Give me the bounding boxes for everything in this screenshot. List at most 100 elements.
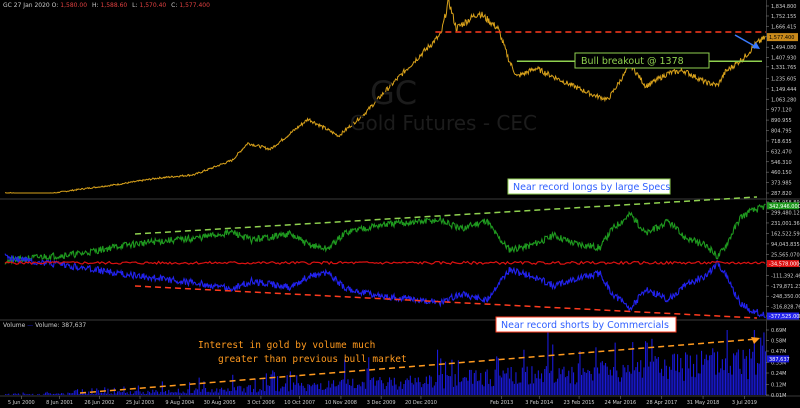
volume-bar [670, 369, 672, 395]
volume-bar [270, 374, 272, 395]
volume-bar [693, 363, 695, 395]
x-tick-label: 23 Feb 2015 [564, 400, 595, 406]
volume-bar [521, 367, 523, 395]
x-tick-label: 9 Aug 2004 [165, 400, 194, 406]
volume-bar [85, 392, 87, 395]
volume-bar [507, 367, 509, 395]
volume-bar [294, 384, 296, 395]
volume-bar [717, 351, 719, 395]
volume-bar [102, 393, 104, 395]
volume-bar [517, 383, 519, 395]
volume-bar [669, 366, 671, 395]
volume-bar [560, 374, 562, 395]
price-header: GC 27 Jan 2020 O: 1,580.00 H: 1,588.60 L: 1… [3, 2, 213, 9]
volume-bar [129, 391, 131, 395]
volume-bar [613, 367, 615, 395]
volume-bar [80, 392, 82, 395]
volume-bar [750, 358, 752, 395]
close-value: 1,577.400 [179, 2, 210, 9]
cot-current-label: -377,525.000 [769, 314, 800, 320]
volume-bar [78, 393, 80, 395]
volume-bar [253, 388, 255, 395]
volume-bar [662, 376, 664, 395]
cot-current-tag [767, 260, 799, 268]
cot-current-tag [767, 312, 799, 320]
volume-bar [289, 371, 291, 395]
volume-bar [537, 370, 539, 395]
volume-bar [201, 389, 203, 395]
volume-bar [349, 385, 351, 395]
volume-bar [302, 385, 304, 395]
volume-bar [6, 394, 8, 395]
volume-bar [96, 388, 98, 395]
volume-bar [653, 361, 655, 395]
volume-bar [328, 380, 330, 395]
volume-bar [597, 367, 599, 395]
volume-bar [93, 394, 95, 395]
volume-bar [51, 394, 53, 395]
volume-bar [637, 362, 639, 395]
volume-bar [587, 369, 589, 395]
volume-bar [357, 384, 359, 395]
volume-bar [707, 360, 709, 395]
volume-bar [77, 389, 79, 395]
price-y-tick-label: 1,063.280 [771, 97, 796, 103]
volume-label: Volume [3, 322, 26, 329]
volume-bar [734, 355, 736, 395]
volume-bar [712, 348, 714, 395]
volume-bar [123, 386, 125, 395]
volume-bar [469, 369, 471, 395]
volume-bar [195, 388, 197, 395]
volume-bar [237, 386, 239, 395]
volume-bar [742, 349, 744, 395]
volume-bar [433, 385, 435, 395]
volume-bar [261, 390, 263, 395]
volume-bar [736, 352, 738, 395]
price-series-line [5, 0, 766, 194]
price-y-tick-label: 1,494.080 [771, 45, 796, 51]
volume-bar [528, 384, 530, 395]
volume-bar [488, 383, 490, 395]
volume-bar [569, 383, 571, 395]
volume-bar [29, 394, 31, 395]
volume-y-tick-label: 0.24M [771, 371, 786, 377]
volume-bar [424, 383, 426, 395]
cot-y-tick-label: 94,043.835 [771, 242, 800, 248]
x-tick-label: 30 Aug 2005 [204, 400, 236, 406]
volume-bar [505, 373, 507, 395]
volume-bar [763, 332, 765, 395]
volume-bar [582, 368, 584, 395]
volume-bar [622, 364, 624, 395]
price-y-tick-label: 1,149.444 [771, 87, 796, 93]
volume-bar [173, 392, 175, 395]
volume-bar [475, 370, 477, 395]
volume-bar [531, 366, 533, 395]
volume-bar [408, 380, 410, 395]
volume-bar [265, 373, 267, 395]
volume-bar [520, 382, 522, 395]
volume-bar [281, 386, 283, 395]
volume-bar [208, 391, 210, 395]
volume-bar [656, 358, 658, 395]
volume-bar [381, 380, 383, 395]
price-y-tick-label: 373.985 [771, 181, 792, 187]
volume-bar [233, 387, 235, 395]
volume-bar [627, 365, 629, 395]
volume-bar [649, 361, 651, 395]
cot-panel [4, 196, 766, 319]
volume-bar [157, 391, 159, 395]
volume-bar [46, 391, 48, 395]
volume-bar [192, 393, 194, 395]
volume-bar [246, 386, 248, 395]
volume-bar [489, 379, 491, 395]
volume-bar [317, 384, 319, 395]
watermark-name: Gold Futures - CEC [350, 111, 537, 135]
volume-bar [73, 390, 75, 395]
volume-bar [446, 375, 448, 395]
volume-bar [13, 393, 15, 395]
volume-bar [648, 366, 650, 395]
volume-bar [485, 371, 487, 395]
volume-bar [664, 359, 666, 395]
volume-bar [345, 383, 347, 395]
high-label: H: [91, 2, 99, 9]
